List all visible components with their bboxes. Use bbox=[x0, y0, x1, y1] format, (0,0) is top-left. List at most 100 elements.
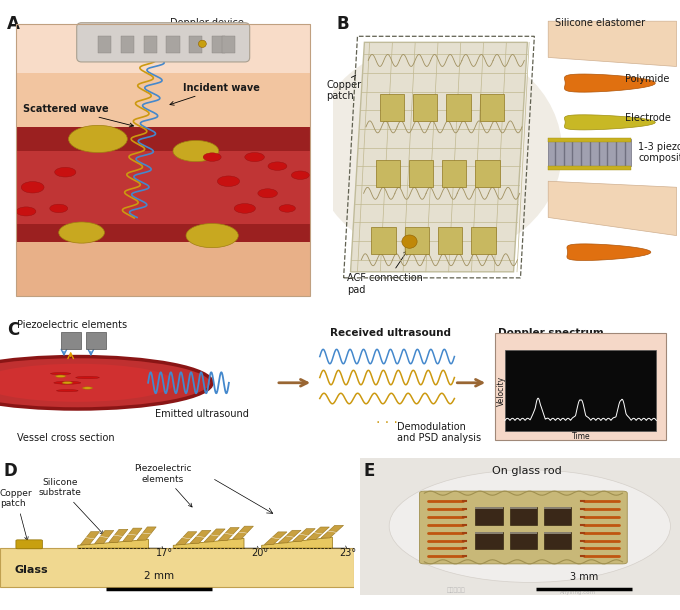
Bar bbox=[143, 37, 156, 53]
Circle shape bbox=[312, 42, 562, 260]
Text: B: B bbox=[337, 15, 350, 33]
Ellipse shape bbox=[56, 375, 66, 378]
Text: Scattered wave: Scattered wave bbox=[23, 104, 133, 127]
Polygon shape bbox=[80, 532, 100, 545]
Bar bbox=[475, 160, 500, 187]
Bar bbox=[446, 94, 471, 121]
Polygon shape bbox=[16, 127, 310, 151]
Polygon shape bbox=[218, 528, 239, 540]
Text: Doppler spectrum: Doppler spectrum bbox=[498, 328, 604, 338]
Text: A: A bbox=[7, 15, 20, 33]
Text: 23°: 23° bbox=[339, 548, 356, 558]
Text: C: C bbox=[7, 321, 19, 339]
Ellipse shape bbox=[279, 204, 295, 212]
Ellipse shape bbox=[56, 390, 78, 392]
Text: Piezoelectric elements: Piezoelectric elements bbox=[17, 320, 127, 330]
Polygon shape bbox=[16, 24, 310, 73]
FancyBboxPatch shape bbox=[495, 333, 666, 440]
Text: Silicone
substrate: Silicone substrate bbox=[39, 478, 103, 534]
Polygon shape bbox=[16, 223, 310, 242]
Polygon shape bbox=[265, 532, 287, 545]
Bar bbox=[548, 138, 632, 142]
Polygon shape bbox=[567, 244, 651, 260]
Ellipse shape bbox=[54, 167, 76, 177]
Circle shape bbox=[0, 364, 175, 402]
Bar bbox=[379, 94, 404, 121]
Polygon shape bbox=[16, 151, 310, 223]
Text: Electrode: Electrode bbox=[624, 113, 670, 123]
Ellipse shape bbox=[389, 470, 670, 583]
Polygon shape bbox=[123, 528, 142, 541]
Polygon shape bbox=[16, 73, 310, 133]
Bar bbox=[61, 332, 81, 349]
Bar bbox=[475, 531, 503, 534]
FancyBboxPatch shape bbox=[16, 540, 42, 549]
Ellipse shape bbox=[16, 207, 36, 216]
Ellipse shape bbox=[50, 204, 68, 213]
Ellipse shape bbox=[69, 126, 127, 152]
Text: Time: Time bbox=[572, 432, 590, 441]
Ellipse shape bbox=[186, 223, 238, 248]
Polygon shape bbox=[176, 532, 197, 545]
Ellipse shape bbox=[54, 381, 81, 384]
Text: Received ultrasound: Received ultrasound bbox=[330, 328, 451, 338]
Bar bbox=[0, 548, 354, 587]
Bar bbox=[548, 139, 632, 166]
Ellipse shape bbox=[268, 162, 287, 170]
Bar bbox=[413, 94, 437, 121]
FancyBboxPatch shape bbox=[420, 491, 627, 564]
Ellipse shape bbox=[203, 153, 221, 161]
Polygon shape bbox=[204, 529, 225, 542]
Text: D: D bbox=[3, 462, 17, 479]
Ellipse shape bbox=[258, 188, 277, 198]
Bar bbox=[544, 507, 571, 509]
Bar bbox=[509, 507, 537, 509]
Text: Demodulation
and PSD analysis: Demodulation and PSD analysis bbox=[397, 422, 481, 443]
Text: Copper
patch: Copper patch bbox=[0, 489, 33, 540]
Bar bbox=[86, 332, 106, 349]
Polygon shape bbox=[292, 529, 316, 541]
Polygon shape bbox=[233, 526, 254, 539]
Polygon shape bbox=[95, 531, 114, 544]
Text: 2 mm: 2 mm bbox=[144, 571, 174, 581]
Text: On glass rod: On glass rod bbox=[492, 466, 562, 476]
Bar bbox=[375, 160, 400, 187]
FancyBboxPatch shape bbox=[505, 350, 656, 431]
Text: Copper
patch: Copper patch bbox=[326, 75, 361, 101]
Ellipse shape bbox=[218, 176, 239, 187]
Bar bbox=[475, 531, 503, 550]
Ellipse shape bbox=[50, 373, 71, 375]
Bar bbox=[544, 507, 571, 525]
Text: Polymide: Polymide bbox=[624, 74, 669, 84]
Text: 20°: 20° bbox=[251, 548, 268, 558]
Bar bbox=[548, 166, 632, 170]
Bar bbox=[409, 160, 433, 187]
Polygon shape bbox=[307, 527, 329, 540]
Bar bbox=[475, 507, 503, 509]
Polygon shape bbox=[548, 21, 677, 66]
Text: Silicone elastomer: Silicone elastomer bbox=[555, 18, 645, 28]
Bar bbox=[442, 160, 466, 187]
Text: 1-3 piezoelectric
composite: 1-3 piezoelectric composite bbox=[639, 142, 680, 163]
Text: Anylnng.com: Anylnng.com bbox=[560, 589, 596, 595]
Polygon shape bbox=[137, 527, 156, 540]
Circle shape bbox=[199, 40, 206, 48]
Text: 17°: 17° bbox=[156, 548, 173, 558]
Text: Incident wave: Incident wave bbox=[170, 82, 260, 105]
Polygon shape bbox=[351, 42, 528, 272]
Ellipse shape bbox=[63, 382, 72, 384]
Polygon shape bbox=[321, 525, 343, 538]
Bar bbox=[371, 226, 396, 254]
Text: Vessel cross section: Vessel cross section bbox=[17, 433, 114, 443]
Text: Velocity: Velocity bbox=[497, 376, 506, 406]
Text: · · ·: · · · bbox=[376, 417, 398, 431]
Ellipse shape bbox=[234, 204, 256, 213]
FancyBboxPatch shape bbox=[77, 23, 250, 62]
Bar bbox=[479, 94, 504, 121]
Ellipse shape bbox=[173, 140, 219, 162]
Polygon shape bbox=[279, 530, 301, 543]
Polygon shape bbox=[262, 537, 333, 548]
Bar bbox=[98, 37, 111, 53]
Bar bbox=[121, 37, 134, 53]
Bar bbox=[212, 37, 225, 53]
